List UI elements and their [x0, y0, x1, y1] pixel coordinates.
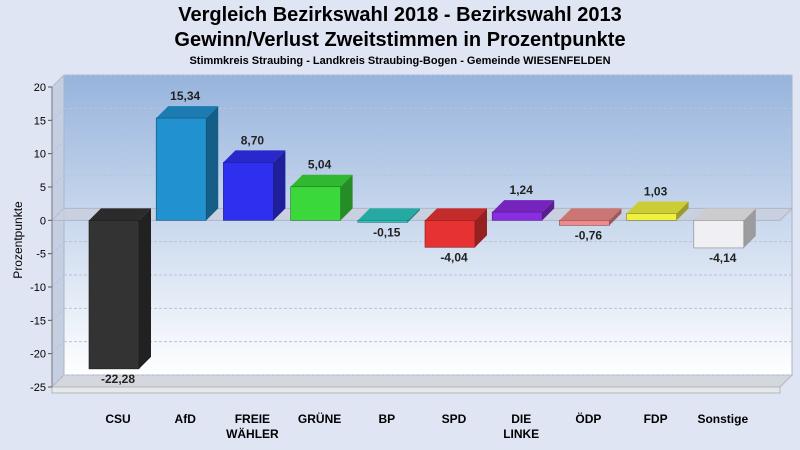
bar-front — [424, 220, 476, 248]
x-tick-label: WÄHLER — [226, 426, 279, 441]
gridline-side — [51, 207, 65, 221]
gridline-side — [51, 74, 65, 88]
x-tick-label: AfD — [175, 412, 197, 426]
gridline-side — [51, 241, 65, 255]
data-label: 1,24 — [510, 183, 534, 197]
bar — [155, 106, 219, 221]
bar-front — [626, 213, 677, 221]
bar-side — [475, 208, 487, 248]
bar — [693, 208, 756, 249]
x-tick-label: GRÜNE — [298, 411, 341, 426]
bar-side — [206, 106, 219, 221]
gridline-side — [51, 107, 65, 121]
data-label: -22,28 — [101, 372, 135, 386]
data-label: -4,04 — [440, 250, 468, 264]
data-label: 15,34 — [170, 89, 200, 103]
bar-top — [156, 106, 219, 119]
bar-front — [155, 117, 207, 221]
bar-top — [357, 208, 420, 221]
x-tick-label: Sonstige — [697, 412, 748, 426]
y-tick-label: 10 — [34, 149, 46, 161]
y-tick-label: -5 — [36, 249, 46, 261]
x-tick-label: BP — [378, 412, 395, 426]
y-tick-label: 5 — [40, 182, 46, 194]
y-tick-label: 20 — [34, 82, 46, 94]
bar-side — [743, 208, 756, 248]
data-label: 5,04 — [308, 158, 332, 172]
y-tick-label: -15 — [30, 315, 46, 327]
bar-top — [290, 174, 353, 187]
bar-top — [425, 208, 487, 221]
data-label: 8,70 — [241, 133, 265, 147]
bar — [88, 208, 151, 370]
bar-front — [88, 220, 140, 370]
bar-front — [693, 220, 745, 249]
chart-title: Vergleich Bezirkswahl 2018 - Bezirkswahl… — [178, 4, 622, 26]
bar-side — [676, 201, 689, 221]
chart-subtitle: Stimmkreis Straubing - Landkreis Straubi… — [189, 55, 611, 67]
bar-side — [609, 208, 622, 226]
bar-top — [223, 150, 286, 163]
x-tick-label: DIE — [511, 412, 531, 426]
x-tick-label: CSU — [105, 412, 130, 426]
chart-title-line2: Gewinn/Verlust Zweitstimmen in Prozentpu… — [174, 29, 626, 51]
bar-front — [491, 211, 543, 221]
bar-side — [407, 208, 420, 223]
bar-top — [492, 200, 555, 213]
y-axis-label: Prozentpunkte — [11, 201, 25, 279]
bar-front — [559, 220, 610, 226]
bar — [357, 208, 420, 223]
bar — [559, 208, 622, 226]
bar-front — [223, 162, 274, 221]
gridline-side — [51, 307, 65, 321]
y-tick-label: 0 — [40, 215, 46, 227]
bar — [491, 200, 555, 221]
bar-top — [89, 208, 151, 221]
y-tick-label: 15 — [34, 115, 46, 127]
y-tick-label: -25 — [30, 382, 46, 394]
x-tick-label: FDP — [644, 412, 668, 426]
bar-top — [693, 208, 756, 221]
data-label: 1,03 — [644, 184, 668, 198]
bar-front — [290, 186, 341, 221]
data-label: -4,14 — [709, 251, 737, 265]
bar — [290, 174, 353, 221]
data-label: -0,15 — [373, 225, 401, 239]
bar — [424, 208, 487, 248]
bar-top — [626, 201, 689, 214]
plot-floor — [50, 374, 794, 388]
gridline-side — [51, 341, 65, 355]
plot-floor-edge — [51, 386, 781, 394]
y-tick-label: -20 — [30, 349, 46, 361]
gridline-side — [51, 274, 65, 288]
data-label: -0,76 — [575, 228, 603, 242]
x-tick-label: FREIE — [235, 412, 270, 426]
plot-side-wall — [51, 73, 65, 389]
gridline-side — [51, 174, 65, 188]
bar-side — [273, 150, 286, 221]
bar-side — [340, 174, 353, 221]
bar — [223, 150, 286, 221]
bar-top — [559, 208, 622, 221]
gridline-side — [51, 141, 65, 155]
bar-side — [542, 200, 555, 221]
y-tick-label: -10 — [30, 282, 46, 294]
bar-side — [139, 208, 151, 369]
x-tick-label: LINKE — [503, 427, 539, 441]
x-tick-label: ÖDP — [575, 411, 601, 426]
bar-front — [357, 220, 409, 223]
x-tick-label: SPD — [442, 412, 467, 426]
bar — [626, 201, 689, 221]
gridline-side — [51, 374, 65, 388]
